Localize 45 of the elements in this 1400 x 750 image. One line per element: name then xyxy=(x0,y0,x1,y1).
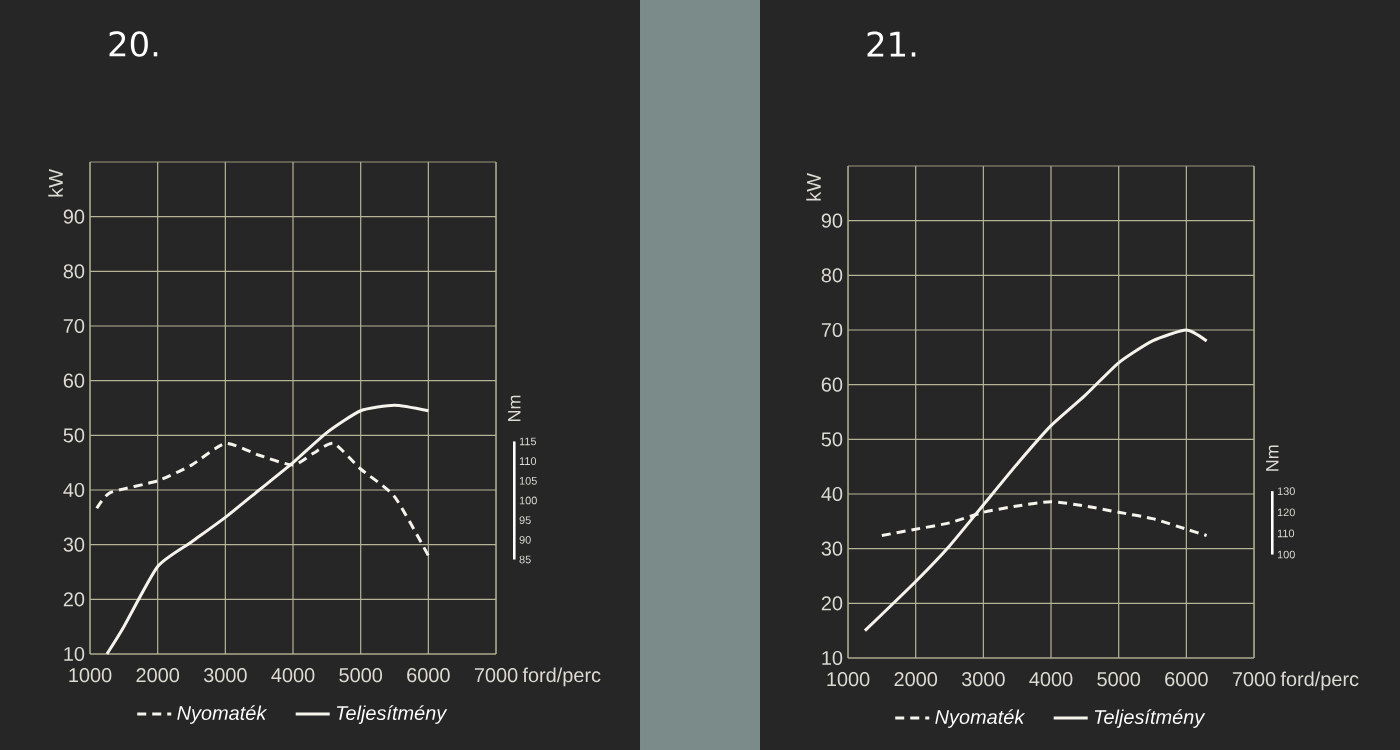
x-tick-label: 2000 xyxy=(136,668,180,683)
y-tick-label: 20 xyxy=(821,596,843,611)
x-axis-title: ford/perc xyxy=(1280,671,1359,691)
y-axis-title: kW xyxy=(48,169,63,197)
y-tick-label: 40 xyxy=(821,486,843,502)
legend-label: Nyomaték xyxy=(935,709,1026,728)
y-tick-label: 40 xyxy=(63,482,85,498)
y-tick-label: 90 xyxy=(821,213,843,228)
y-tick-label: 90 xyxy=(63,209,85,224)
x-tick-label: 1000 xyxy=(827,672,870,687)
y-tick-label: 50 xyxy=(63,428,85,443)
y-axis-title: kW xyxy=(806,173,821,201)
y2-axis-title: Nm xyxy=(508,395,521,421)
legend-label: Teljesítmény xyxy=(1094,709,1206,728)
x-axis-title: ford/perc xyxy=(522,667,601,687)
y-tick-label: 60 xyxy=(821,377,843,392)
y-tick-label: 20 xyxy=(63,592,85,607)
legend-label: Nyomaték xyxy=(177,705,268,724)
y-tick-label: 80 xyxy=(63,264,85,279)
chart-title: 20. xyxy=(109,31,158,57)
y-tick-label: 70 xyxy=(821,322,843,338)
x-tick-label: 3000 xyxy=(961,672,1005,687)
x-tick-label: 5000 xyxy=(1097,672,1141,687)
x-tick-label: 7000 xyxy=(474,668,518,683)
y-tick-label: 10 xyxy=(64,646,85,662)
x-tick-label: 6000 xyxy=(407,668,450,683)
y2-axis-title: Nm xyxy=(1266,445,1279,471)
chart-title: 21. xyxy=(867,31,916,57)
y-tick-label: 10 xyxy=(822,650,843,666)
legend-label: Teljesítmény xyxy=(336,705,448,724)
y-tick-label: 70 xyxy=(63,318,85,334)
y-tick-label: 50 xyxy=(821,432,843,447)
y-tick-label: 30 xyxy=(821,541,843,556)
x-tick-label: 7000 xyxy=(1232,672,1276,687)
x-tick-label: 3000 xyxy=(203,668,247,683)
x-tick-label: 5000 xyxy=(339,668,383,683)
x-tick-label: 6000 xyxy=(1165,672,1208,687)
x-tick-label: 4000 xyxy=(271,668,315,683)
y-tick-label: 30 xyxy=(63,537,85,552)
y-tick-label: 60 xyxy=(63,373,85,388)
x-tick-label: 4000 xyxy=(1029,672,1073,687)
x-tick-label: 1000 xyxy=(69,668,112,683)
x-tick-label: 2000 xyxy=(894,672,938,687)
line-series xyxy=(863,328,1209,633)
y-tick-label: 80 xyxy=(821,268,843,283)
